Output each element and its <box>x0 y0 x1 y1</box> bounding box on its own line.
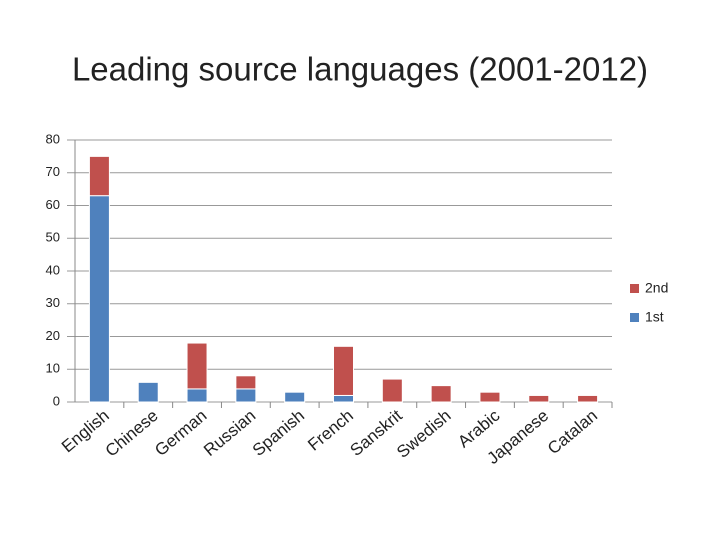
bar-segment <box>528 394 550 403</box>
bar-segment <box>235 388 257 403</box>
bar-segment <box>381 378 403 403</box>
y-tick-label: 0 <box>53 393 60 408</box>
legend-swatch <box>630 313 639 322</box>
bar-segment <box>284 391 306 403</box>
y-tick-label: 40 <box>46 262 60 277</box>
y-tick-label: 20 <box>46 328 60 343</box>
legend-label: 2nd <box>645 280 668 296</box>
bar-segment <box>430 385 452 403</box>
bar-segment <box>479 391 501 403</box>
y-tick-label: 50 <box>46 230 60 245</box>
y-tick-label: 80 <box>46 131 60 146</box>
bar-segment <box>333 345 354 396</box>
y-tick-label: 70 <box>46 164 60 179</box>
x-tick-label: Catalan <box>544 406 601 458</box>
bar-segment <box>235 375 257 390</box>
bar-segment <box>186 342 208 390</box>
bar-segment <box>577 394 599 403</box>
x-tick-label: Russian <box>200 406 259 460</box>
bar-segment <box>137 381 159 403</box>
x-tick-label: German <box>151 406 210 460</box>
x-tick-label: Chinese <box>102 406 162 461</box>
chart-title: Leading source languages (2001-2012) <box>72 51 648 88</box>
x-tick-label: Swedish <box>393 406 454 462</box>
y-tick-label: 60 <box>46 197 60 212</box>
bar-segment <box>333 394 354 403</box>
bar-segment <box>88 195 110 403</box>
bar-segment <box>186 388 208 403</box>
legend-label: 1st <box>645 309 664 325</box>
y-tick-label: 30 <box>46 295 60 310</box>
y-tick-label: 10 <box>46 361 60 376</box>
bar-segment <box>88 155 110 197</box>
legend-swatch <box>630 284 639 293</box>
x-tick-label: Spanish <box>249 406 308 460</box>
